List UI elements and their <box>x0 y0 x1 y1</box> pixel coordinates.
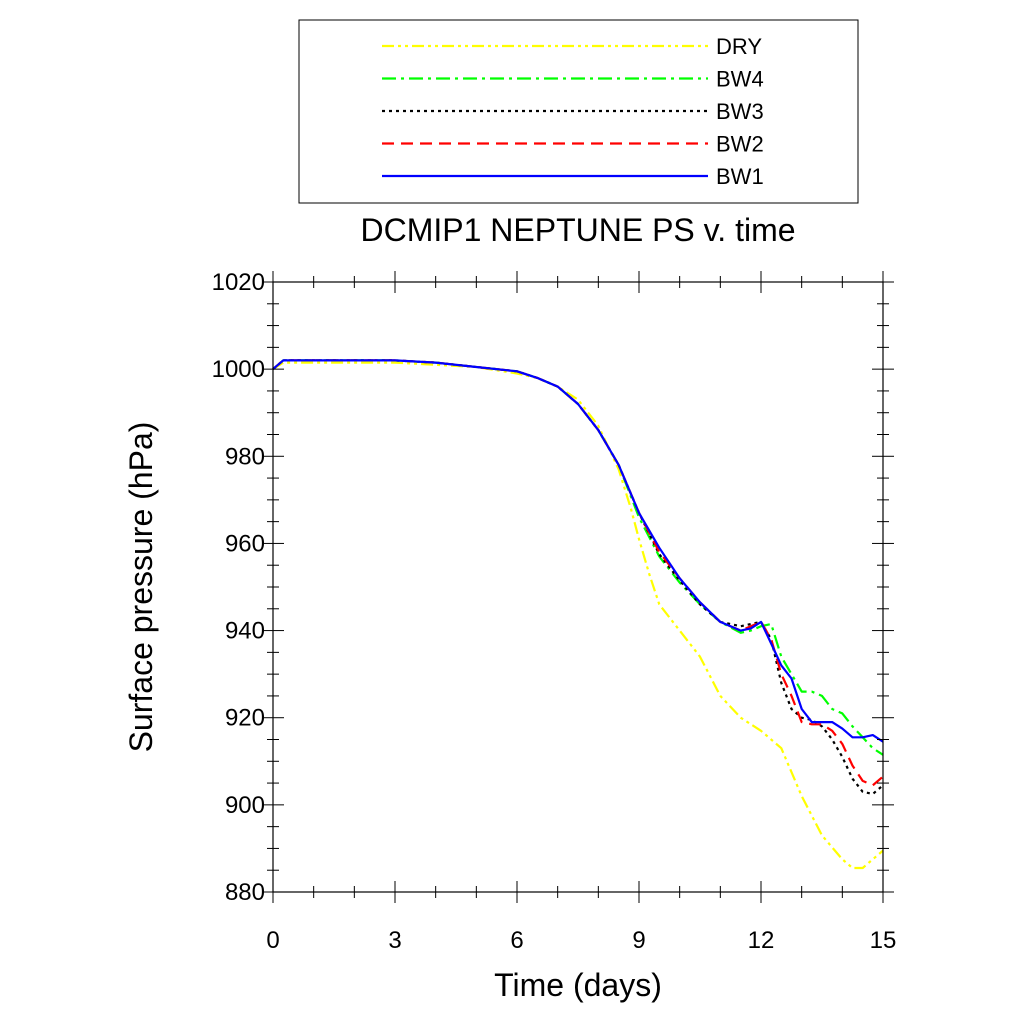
x-tick-label: 6 <box>510 927 523 954</box>
series-line-bw2 <box>272 359 884 787</box>
chart-title: DCMIP1 NEPTUNE PS v. time <box>360 212 795 248</box>
x-tick-label: 0 <box>266 927 279 954</box>
plot-area <box>272 359 884 870</box>
plot-frame <box>272 281 884 893</box>
x-tick-label: 9 <box>632 927 645 954</box>
y-tick-label: 940 <box>225 618 265 645</box>
legend-label-bw3: BW3 <box>716 99 764 124</box>
x-tick-label: 12 <box>748 927 775 954</box>
x-axis-title: Time (days) <box>494 967 662 1003</box>
y-tick-label: 880 <box>225 879 265 906</box>
y-tick-label: 920 <box>225 705 265 732</box>
legend: DRY BW4 BW3 BW2 BW1 <box>298 19 859 204</box>
legend-label-bw1: BW1 <box>716 164 764 189</box>
series-line-bw1 <box>272 359 884 743</box>
y-tick-label: 900 <box>225 792 265 819</box>
y-tick-label: 1000 <box>212 356 265 383</box>
y-axis-title: Surface pressure (hPa) <box>123 422 159 753</box>
y-tick-label: 1020 <box>212 269 265 296</box>
legend-label-bw2: BW2 <box>716 132 764 157</box>
y-tick-label: 960 <box>225 530 265 557</box>
x-tick-label: 15 <box>870 927 897 954</box>
series-line-bw3 <box>272 359 884 796</box>
axis-ticks: 0 3 6 9 12 15 880 900 920 940 960 980 1000 1020 <box>212 269 897 954</box>
x-tick-label: 3 <box>388 927 401 954</box>
series-line-dry <box>272 361 884 870</box>
legend-label-dry: DRY <box>716 34 762 59</box>
y-tick-label: 980 <box>225 443 265 470</box>
legend-label-bw4: BW4 <box>716 67 764 92</box>
